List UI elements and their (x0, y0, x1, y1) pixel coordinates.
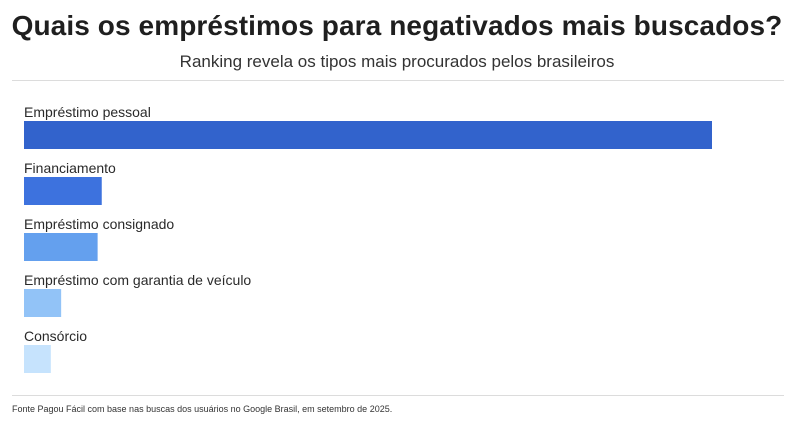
bar (24, 289, 62, 317)
category-label: Empréstimo com garantia de veículo (24, 272, 251, 288)
category-label: Financiamento (24, 160, 116, 176)
chart-title: Quais os empréstimos para negativados ma… (11, 10, 783, 41)
bottom-divider (12, 395, 784, 396)
bar-chart: Empréstimo pessoal Financiamento Empréstim… (24, 104, 712, 373)
bar (24, 233, 98, 261)
source-note: Fonte Pagou Fácil com base nas buscas do… (12, 404, 393, 414)
category-label: Empréstimo pessoal (24, 104, 151, 120)
category-label: Empréstimo consignado (24, 216, 174, 232)
bar (24, 177, 102, 205)
top-divider (12, 80, 784, 81)
bar (24, 345, 51, 373)
category-label: Consórcio (24, 328, 87, 344)
chart-subtitle: Ranking revela os tipos mais procurados … (179, 52, 615, 71)
bar (24, 121, 712, 149)
